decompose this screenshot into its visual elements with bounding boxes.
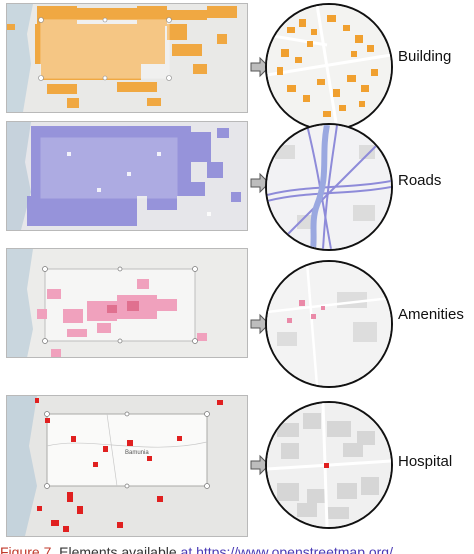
roads-map-panel [6, 121, 248, 231]
roads-zoom-map [267, 125, 391, 249]
arrow-right-icon [250, 454, 270, 476]
sea-area [7, 249, 33, 357]
selection-handles [44, 411, 210, 489]
arrow-right-icon [250, 313, 270, 335]
layer-label-roads: Roads [398, 172, 442, 189]
roads-map [7, 122, 247, 230]
road-density-cells [27, 126, 241, 226]
layer-label-building: Building [398, 48, 452, 65]
selection-box [40, 19, 170, 79]
layer-label-hospital: Hospital [398, 453, 453, 470]
sea-area [7, 4, 33, 112]
selection-box [46, 413, 208, 487]
figure-number: Figure 7. [0, 544, 56, 554]
building-density-cells [7, 6, 237, 108]
building-zoom-map [267, 5, 391, 129]
hospital-zoom-map [267, 403, 391, 527]
selection-handles [38, 17, 172, 81]
hospital-map-panel: Bamunia [6, 395, 248, 537]
sea-area [7, 122, 31, 230]
selection-box [40, 137, 178, 199]
arrow-right-icon [250, 56, 270, 78]
figure-caption: Figure 7. Elements available at https://… [0, 540, 393, 554]
building-map [7, 4, 247, 112]
amenities-zoom-map [267, 262, 391, 386]
map-city-label: Bamunia [125, 450, 149, 456]
amenities-map-panel [6, 248, 248, 358]
hospital-zoom-circle [265, 401, 393, 529]
building-map-panel [6, 3, 248, 113]
amenity-density-cells [37, 279, 207, 357]
caption-text: Elements available [55, 544, 181, 554]
amenities-map [7, 249, 247, 357]
building-zoom-circle [265, 3, 393, 131]
hospital-marker [324, 463, 329, 468]
building-footprints [277, 15, 378, 117]
selection-handles [42, 266, 198, 344]
layer-label-amenities: Amenities [398, 306, 464, 323]
amenities-zoom-circle [265, 260, 393, 388]
amenity-markers [287, 300, 325, 323]
caption-link[interactable]: at https://www.openstreetmap.org/ [180, 544, 393, 554]
amenity-hotspots [107, 301, 139, 313]
hospital-markers [35, 398, 223, 532]
roads-zoom-circle [265, 123, 393, 251]
arrow-right-icon [250, 172, 270, 194]
hospital-map: Bamunia [7, 396, 247, 536]
sea-area [7, 396, 37, 536]
